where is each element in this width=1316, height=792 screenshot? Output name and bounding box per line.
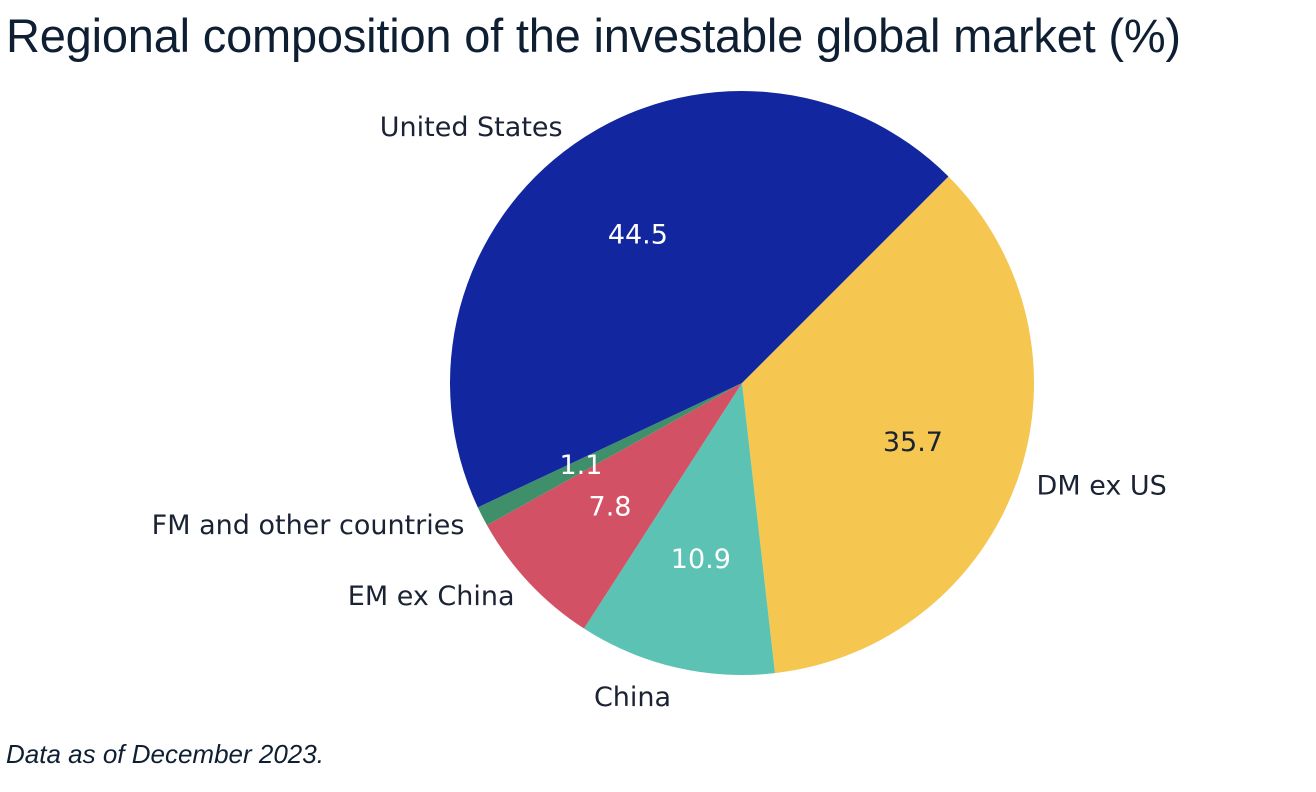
pie-slice-china [583,383,775,675]
pie-slice-united-states [450,91,949,508]
slice-value-label: 7.8 [589,491,632,522]
pie-value-labels: 35.7 10.9 7.8 1.1 44.5 [559,219,942,574]
slice-value-label: 44.5 [608,219,668,250]
slice-category-label: United States [380,112,563,143]
pie-slice-fm-and-other-countries [477,383,742,526]
chart-title: Regional composition of the investable g… [6,9,1181,62]
slice-category-label: FM and other countries [152,510,465,541]
slice-category-label: China [594,682,671,713]
pie-slices [450,91,1035,675]
slice-value-label: 1.1 [559,450,602,481]
slice-category-label: EM ex China [348,581,515,612]
pie-slice-dm-ex-us [742,176,1035,674]
chart-footnote: Data as of December 2023. [6,739,324,769]
slice-value-label: 35.7 [883,427,943,458]
slice-category-label: DM ex US [1037,470,1167,501]
pie-category-labels: DM ex US China EM ex China FM and other cou… [152,112,1167,713]
slice-value-label: 10.9 [671,544,731,575]
pie-slice-em-ex-china [487,383,742,629]
